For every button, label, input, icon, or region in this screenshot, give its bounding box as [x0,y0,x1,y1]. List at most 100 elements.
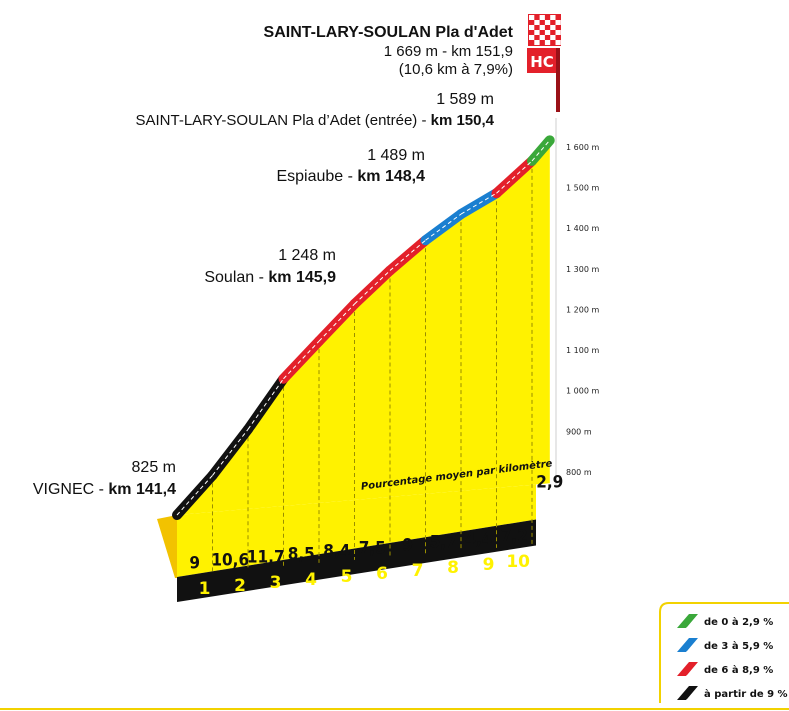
km-marker: 2 [234,576,246,596]
gradient-value: 8,4 [323,541,350,561]
legend-label: à partir de 9 % [704,688,788,700]
waypoint-name: Espiaube - [276,168,357,185]
category-badge: HC [527,48,560,112]
altitude-tick-label: 1 200 m [566,305,599,314]
waypoint-km: km 145,9 [268,269,336,286]
profile-side [157,515,177,578]
legend-item: de 6 à 8,9 % [677,662,773,676]
waypoint-km: km 148,4 [357,168,425,185]
km-marker: 5 [341,567,353,587]
gradient-value: 9 [189,553,200,573]
legend-label: de 0 à 2,9 % [704,616,773,628]
waypoint-entree: 1 589 m SAINT-LARY-SOULAN Pla d’Adet (en… [135,91,494,129]
gradient-value: 7,2 [501,526,528,546]
checker-cell [529,35,535,40]
km-marker: 8 [447,558,459,578]
checker-cell [555,30,561,35]
gradient-value: 9 [402,535,413,555]
summit-detail: 1 669 m - km 151,9 [384,43,513,60]
checker-cell [534,30,540,35]
checker-cell [555,40,561,45]
km-band [177,519,536,602]
gradient-value: 5,7 [430,532,457,552]
profile-fill [177,140,550,516]
checker-cell [534,20,540,25]
legend-item: de 3 à 5,9 % [677,638,773,652]
km-marker: 1 [199,579,211,599]
altitude-tick-label: 800 m [566,468,592,477]
altitude-tick-label: 900 m [566,427,592,436]
waypoint-soulan: 1 248 m Soulan - km 145,9 [204,247,336,286]
checker-cell [539,35,545,40]
svg-text:Soulan - km 145,9: Soulan - km 145,9 [204,269,336,286]
checker-cell [550,25,556,30]
gradient-value: 7,5 [359,538,386,558]
finish-flag-icon [528,14,561,46]
waypoint-altitude: 1 589 m [436,91,494,108]
altitude-axis: 800 m 900 m 1 000 m 1 100 m 1 200 m 1 300 m 1 … [566,143,599,477]
road-centerline [176,475,213,516]
summit-name: SAINT-LARY-SOULAN Pla d'Adet [264,24,514,41]
profile-layer [157,140,550,602]
waypoint-name: VIGNEC - [33,481,109,498]
category-label: HC [530,53,554,71]
waypoint-km: km 150,4 [431,112,495,129]
svg-text:SAINT-LARY-SOULAN Pla d’Adet (: SAINT-LARY-SOULAN Pla d’Adet (entrée) - … [135,112,494,129]
checker-cell [529,15,535,20]
gradient-legend: de 0 à 2,9 % de 3 à 5,9 % de 6 à 8,9 % à pa… [677,614,788,700]
svg-text:VIGNEC - km 141,4: VIGNEC - km 141,4 [33,481,176,498]
waypoint-espiaube: 1 489 m Espiaube - km 148,4 [276,147,425,185]
altitude-tick-label: 1 500 m [566,184,599,193]
waypoint-vignec: 825 m VIGNEC - km 141,4 [33,459,176,498]
checker-cell [555,20,561,25]
altitude-tick-label: 1 100 m [566,346,599,355]
waypoint-altitude: 825 m [132,459,176,476]
waypoint-km: km 141,4 [108,481,176,498]
legend-label: de 6 à 8,9 % [704,664,773,676]
km-grid [212,118,557,572]
altitude-tick-label: 1 000 m [566,387,599,396]
legend-frame [659,602,789,703]
checker-cell [544,20,551,25]
road-centerline [354,270,391,305]
altitude-tick-label: 1 400 m [566,224,599,233]
gradient-value: 2,9 [536,472,563,492]
km-marker: 9 [483,555,495,575]
road-segment [456,188,502,220]
checker-cell [550,35,556,40]
checker-cell [550,15,556,20]
gradient-value: 11,7 [247,547,285,567]
legend-item: à partir de 9 % [677,686,788,700]
checker-cell [539,25,545,30]
gradient-value: 4,4 [465,529,492,549]
waypoint-name: SAINT-LARY-SOULAN Pla d’Adet (entrée) - [135,112,430,129]
gradient-road [172,135,555,520]
road-centerline [531,139,551,162]
road-centerline [283,340,320,380]
legend-item: de 0 à 2,9 % [677,614,773,628]
waypoint-altitude: 1 489 m [367,147,425,164]
gradient-band [177,484,536,577]
svg-text:Espiaube - km 148,4: Espiaube - km 148,4 [276,168,425,185]
km-labels: 1 2 3 4 5 6 7 8 9 10 [199,552,531,599]
altitude-tick-label: 1 300 m [566,265,599,274]
waypoint-altitude: 1 248 m [278,247,336,264]
km-marker: 3 [270,573,282,593]
altitude-tick-label: 1 600 m [566,143,599,152]
legend-label: de 3 à 5,9 % [704,640,773,652]
km-marker: 4 [305,570,317,590]
km-marker: 7 [412,561,424,581]
checker-cell [544,40,551,45]
road-centerline [389,239,426,271]
summit-climb: (10,6 km à 7,9%) [399,61,513,78]
checker-cell [534,40,540,45]
gradient-labels: 9 10,611,7 8,5 8,4 7,5 9 5,7 4,4 7,2 2,9 [189,472,563,573]
summit-block: SAINT-LARY-SOULAN Pla d'Adet 1 669 m - k… [264,24,514,78]
gradient-value: 10,6 [211,550,249,570]
road-centerline [496,160,533,194]
road-centerline [425,213,462,241]
gradient-value: 8,5 [288,544,315,564]
km-marker: 6 [376,564,388,584]
road-centerline [247,378,284,430]
road-centerline [212,429,249,476]
